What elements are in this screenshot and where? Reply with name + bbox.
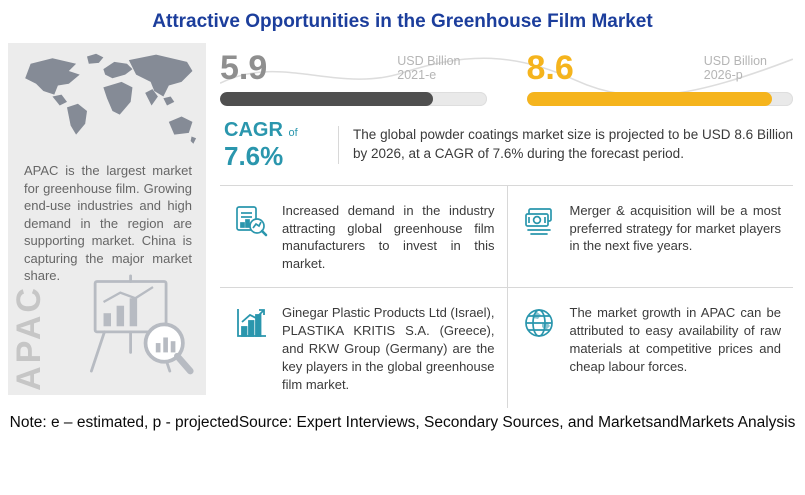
apac-watermark: APAC xyxy=(10,285,48,391)
insight-merger: Merger & acquisition will be a most pref… xyxy=(506,185,794,288)
market-stats-panel: 5.9 USD Billion 2021-e 8.6 USD xyxy=(206,43,797,409)
page-title: Attractive Opportunities in the Greenhou… xyxy=(152,11,653,32)
insight-text: The market growth in APAC can be attribu… xyxy=(569,305,782,375)
growth-chart-icon xyxy=(230,304,272,394)
cagr-callout: CAGR of 7.6% xyxy=(220,119,338,171)
insight-key-players: Ginegar Plastic Products Ltd (Israel), P… xyxy=(220,287,507,408)
stat-2026: 8.6 USD Billion 2026-p xyxy=(526,49,793,106)
presentation-board-icon xyxy=(90,274,194,375)
stat-2021-unit: USD Billion xyxy=(397,54,461,68)
cagr-label: CAGR xyxy=(224,119,283,141)
cagr-of: of xyxy=(288,127,298,139)
apac-panel: APAC is the largest market for greenhous… xyxy=(8,43,206,395)
cagr-value: 7.6% xyxy=(224,141,284,171)
globe-icon xyxy=(518,304,560,394)
stats-row: 5.9 USD Billion 2021-e 8.6 USD xyxy=(220,47,793,106)
money-icon xyxy=(518,202,560,274)
insight-text: Merger & acquisition will be a most pref… xyxy=(569,202,782,254)
insight-demand: Increased demand in the industry attract… xyxy=(220,186,507,288)
footnote: Note: e – estimated, p - projectedSource… xyxy=(0,411,805,435)
content-area: APAC is the largest market for greenhous… xyxy=(8,43,797,409)
insight-apac-growth: The market growth in APAC can be attribu… xyxy=(506,287,793,409)
bar-2026-fill xyxy=(526,92,772,106)
stat-2026-value: 8.6 xyxy=(526,49,574,87)
stat-2021: 5.9 USD Billion 2021-e xyxy=(220,51,487,106)
bar-2026 xyxy=(526,92,793,106)
chart-magnifier-icon xyxy=(230,202,272,274)
bar-2021-fill xyxy=(220,92,434,106)
stat-2021-label: USD Billion 2021-e xyxy=(397,54,460,83)
stat-2026-period: 2026-p xyxy=(703,68,743,83)
world-map-icon xyxy=(25,53,197,144)
insight-text: Increased demand in the industry attract… xyxy=(282,202,495,272)
cagr-section: CAGR of 7.6% The global powder coatings … xyxy=(220,119,793,171)
apac-description: APAC is the largest market for greenhous… xyxy=(24,163,192,284)
stat-2021-period: 2021-e xyxy=(397,68,437,83)
stat-2026-label: USD Billion 2026-p xyxy=(704,54,767,83)
market-summary: The global powder coatings market size i… xyxy=(338,125,793,164)
insight-text: Ginegar Plastic Products Ltd (Israel), P… xyxy=(282,305,495,393)
bar-2021 xyxy=(220,92,487,106)
world-map xyxy=(8,43,206,156)
chart-board-illustration xyxy=(78,274,200,391)
source-text: Source: Expert Interviews, Secondary Sou… xyxy=(238,414,796,431)
note-text: Note: e – estimated, p - projected xyxy=(9,414,239,431)
stat-2021-value: 5.9 xyxy=(220,49,268,87)
stat-2026-unit: USD Billion xyxy=(703,54,767,68)
insight-grid: Increased demand in the industry attract… xyxy=(220,184,794,409)
